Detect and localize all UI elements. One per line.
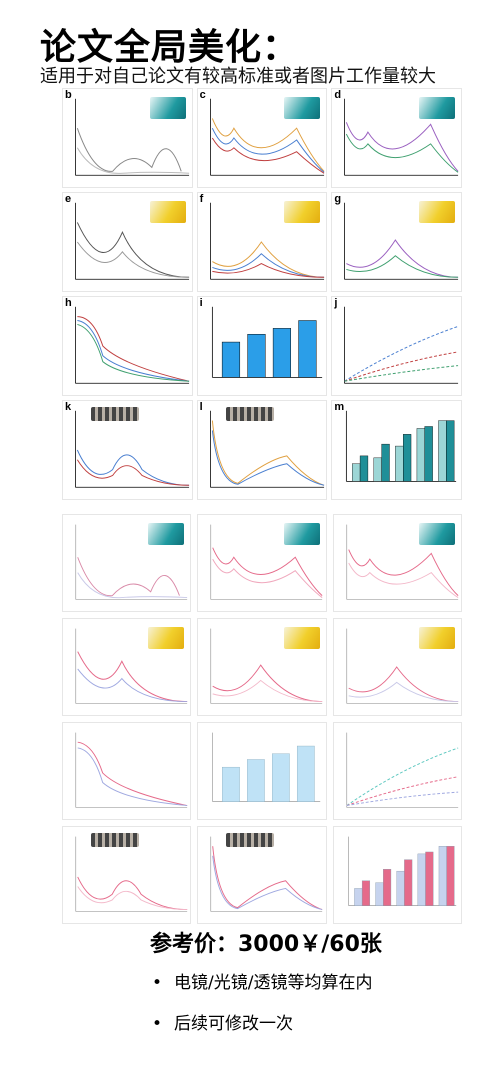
beautified-figure-grid <box>62 514 462 924</box>
panel-k: k <box>62 400 193 500</box>
spectrum-plot <box>75 836 188 912</box>
panel-beautified-9 <box>332 722 462 820</box>
panel-beautified-6 <box>332 618 462 716</box>
panel-beautified-1 <box>62 514 192 612</box>
panel-c: c <box>196 88 328 188</box>
panel-letter: g <box>334 193 342 205</box>
panel-letter: d <box>334 89 342 101</box>
panel-letter: f <box>199 193 204 205</box>
spectrum-plot <box>74 202 190 280</box>
spectrum-plot <box>75 732 188 808</box>
sample-photo <box>419 201 455 223</box>
panel-letter: k <box>65 401 72 413</box>
sample-photo <box>418 523 455 545</box>
panel-letter: l <box>199 401 203 413</box>
spectrum-plot <box>74 306 190 384</box>
sample-photo <box>148 627 185 649</box>
spectrum-plot <box>344 202 459 280</box>
spectrum-plot <box>209 410 324 488</box>
vial-photo <box>225 407 274 421</box>
panel-l: l <box>196 400 328 500</box>
sample-photo <box>284 97 321 119</box>
spectrum-plot <box>74 98 190 176</box>
panel-beautified-4 <box>62 618 192 716</box>
panel-beautified-8 <box>197 722 327 820</box>
panel-beautified-7 <box>62 722 192 820</box>
bar-plot <box>346 410 457 482</box>
original-figure-grid: b c d e <box>62 88 462 500</box>
sample-photo <box>283 523 320 545</box>
spectrum-plot <box>344 98 459 176</box>
vial-photo <box>91 833 139 847</box>
sample-photo <box>419 97 455 119</box>
vial-photo <box>226 833 275 847</box>
sample-photo <box>148 523 185 545</box>
spectrum-plot <box>346 628 458 704</box>
spectrum-plot <box>346 524 459 600</box>
page-subtitle: 适用于对自己论文有较高标准或者图片工作量较大 <box>40 66 436 87</box>
panel-beautified-5 <box>197 618 327 716</box>
panel-letter: j <box>334 297 338 309</box>
spectrum-plot <box>210 628 323 704</box>
panel-letter: h <box>65 297 72 309</box>
panel-f: f <box>196 192 328 292</box>
bar-plot <box>211 306 322 378</box>
panel-beautified-11 <box>197 826 327 924</box>
bar-plot <box>348 836 456 907</box>
spectrum-plot <box>74 410 190 488</box>
vial-photo <box>91 407 139 421</box>
spectrum-plot <box>210 836 323 912</box>
panel-g: g <box>331 192 462 292</box>
spectrum-plot <box>209 202 324 280</box>
panel-d: d <box>331 88 462 188</box>
spectrum-plot <box>209 98 325 176</box>
sample-photo <box>149 97 186 119</box>
panel-m: m <box>331 400 462 500</box>
panel-letter: c <box>199 89 206 101</box>
panel-beautified-3 <box>332 514 462 612</box>
panel-b: b <box>62 88 193 188</box>
feature-item: 后续可修改一次 <box>152 1009 373 1034</box>
panel-e: e <box>62 192 193 292</box>
sample-photo <box>284 201 321 223</box>
panel-letter: b <box>65 89 72 101</box>
page-title: 论文全局美化： <box>40 27 300 68</box>
feature-list: 电镜/光镜/透镜等均算在内 后续可修改一次 <box>152 968 373 1050</box>
spectrum-plot <box>75 524 188 600</box>
spectrum-plot <box>75 628 188 704</box>
spectrum-plot <box>210 524 323 600</box>
panel-beautified-12 <box>332 826 462 924</box>
price-label: 参考价：3000￥/60张 <box>150 932 382 957</box>
feature-item: 电镜/光镜/透镜等均算在内 <box>152 968 372 993</box>
panel-j: j <box>331 296 462 396</box>
line-plot <box>346 732 458 808</box>
panel-letter: m <box>334 401 345 413</box>
panel-letter: i <box>199 297 203 309</box>
sample-photo <box>149 201 186 223</box>
panel-beautified-2 <box>197 514 327 612</box>
panel-h: h <box>62 296 193 396</box>
line-plot <box>344 306 459 384</box>
panel-i: i <box>196 296 328 396</box>
bar-plot <box>212 732 321 803</box>
sample-photo <box>283 627 320 649</box>
panel-beautified-10 <box>62 826 192 924</box>
sample-photo <box>418 627 455 649</box>
panel-letter: e <box>65 193 72 205</box>
